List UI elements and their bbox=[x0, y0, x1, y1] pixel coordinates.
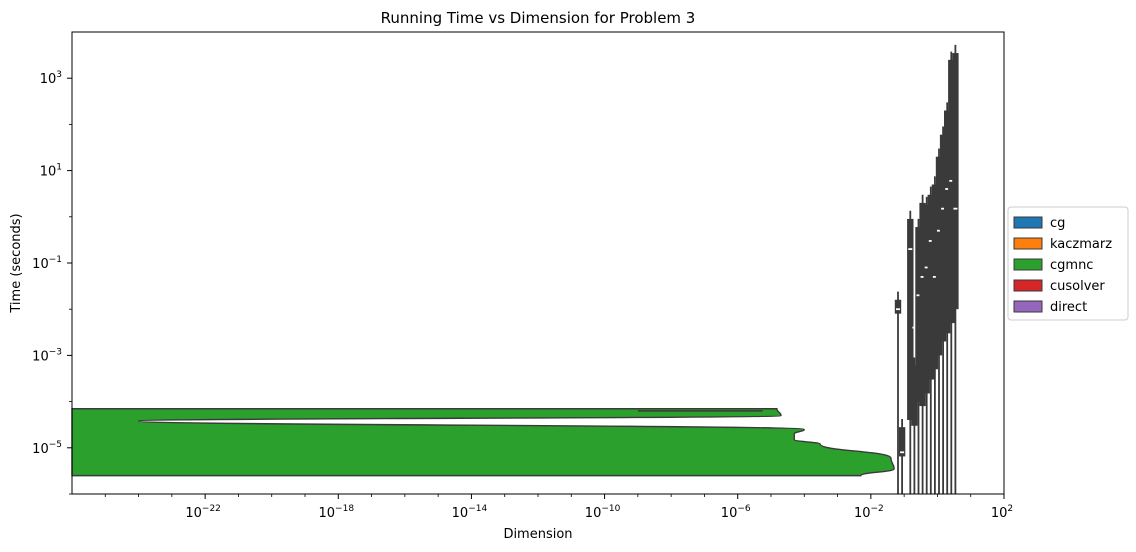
violin-body bbox=[927, 194, 934, 380]
violin-body bbox=[952, 53, 959, 310]
violin-body bbox=[915, 227, 922, 402]
violin-body bbox=[948, 59, 955, 324]
legend-swatch bbox=[1013, 300, 1043, 313]
y-axis-label: Time (seconds) bbox=[9, 213, 24, 313]
legend-label: cusolver bbox=[1050, 279, 1105, 294]
violin-body bbox=[898, 427, 906, 457]
legend: cg kaczmarz cgmnc cusolver direct bbox=[1007, 206, 1129, 321]
legend-label: cg bbox=[1050, 216, 1065, 231]
x-tick-label: 10−22 bbox=[185, 504, 221, 521]
legend-swatch bbox=[1013, 258, 1043, 271]
x-axis-label: Dimension bbox=[503, 527, 572, 542]
legend-label: cgmnc bbox=[1050, 258, 1093, 273]
violin-body bbox=[911, 365, 918, 426]
chart-title: Running Time vs Dimension for Problem 3 bbox=[381, 9, 696, 27]
violin-body bbox=[919, 202, 926, 407]
legend-swatch bbox=[1013, 216, 1043, 229]
violin-body bbox=[944, 110, 951, 334]
x-tick-label: 102 bbox=[991, 504, 1013, 521]
x-tick-label: 10−10 bbox=[585, 504, 621, 521]
y-tick-label: 10−1 bbox=[32, 255, 62, 272]
violin-body bbox=[935, 156, 943, 356]
plot-area bbox=[71, 44, 959, 494]
legend-label: kaczmarz bbox=[1050, 237, 1112, 252]
legend-box bbox=[1007, 206, 1129, 321]
violin-body bbox=[923, 205, 930, 394]
y-tick-label: 10−5 bbox=[32, 440, 62, 457]
x-tick-label: 10−14 bbox=[452, 504, 488, 521]
x-tick-label: 10−18 bbox=[319, 504, 355, 521]
legend-label: direct bbox=[1050, 300, 1087, 315]
violin-body bbox=[894, 299, 902, 314]
y-tick-label: 101 bbox=[40, 163, 62, 180]
violin-body bbox=[907, 218, 914, 420]
y-tick-label: 10−3 bbox=[32, 347, 62, 364]
x-tick-label: 10−2 bbox=[854, 504, 884, 521]
legend-swatch bbox=[1013, 237, 1043, 250]
violin-body bbox=[939, 134, 947, 342]
y-tick-label: 103 bbox=[40, 70, 62, 87]
legend-swatch bbox=[1013, 279, 1043, 292]
cgmnc-violin bbox=[71, 408, 895, 477]
x-tick-label: 10−6 bbox=[721, 504, 751, 521]
